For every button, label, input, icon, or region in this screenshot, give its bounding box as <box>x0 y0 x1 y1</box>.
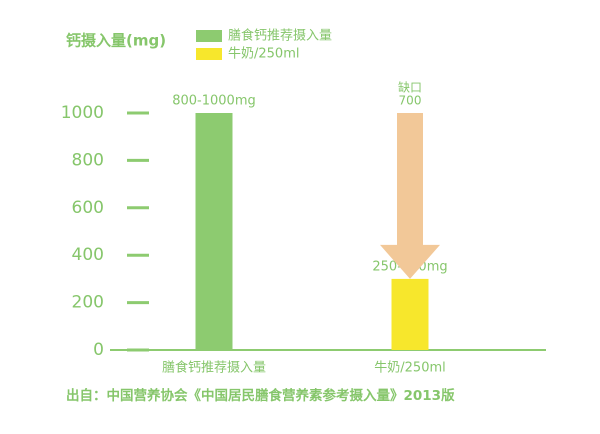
y-tick-label: 200 <box>72 293 104 313</box>
gap-label: 缺口 <box>398 80 422 95</box>
y-tick-label: 800 <box>72 150 104 170</box>
y-tick-label: 1000 <box>61 103 104 123</box>
y-axis-title: 钙摄入量(mg) <box>66 32 166 50</box>
bar <box>195 113 233 350</box>
legend-swatch <box>196 48 222 60</box>
bar <box>391 278 429 350</box>
legend-label: 膳食钙推荐摄入量 <box>228 28 332 44</box>
gap-arrow <box>380 113 440 279</box>
legend-swatch <box>196 30 222 42</box>
value-label: 800-1000mg <box>172 94 256 109</box>
source-note: 出自：中国营养协会《中国居民膳食营养素参考摄入量》2013版 <box>66 387 455 404</box>
y-tick-label: 600 <box>72 198 104 218</box>
y-tick-label: 400 <box>72 245 104 265</box>
y-tick-label: 0 <box>93 340 104 360</box>
legend-label: 牛奶/250ml <box>228 47 299 62</box>
gap-value: 700 <box>399 94 422 108</box>
x-tick-label: 膳食钙推荐摄入量 <box>162 360 266 376</box>
x-tick-label: 牛奶/250ml <box>374 361 445 376</box>
